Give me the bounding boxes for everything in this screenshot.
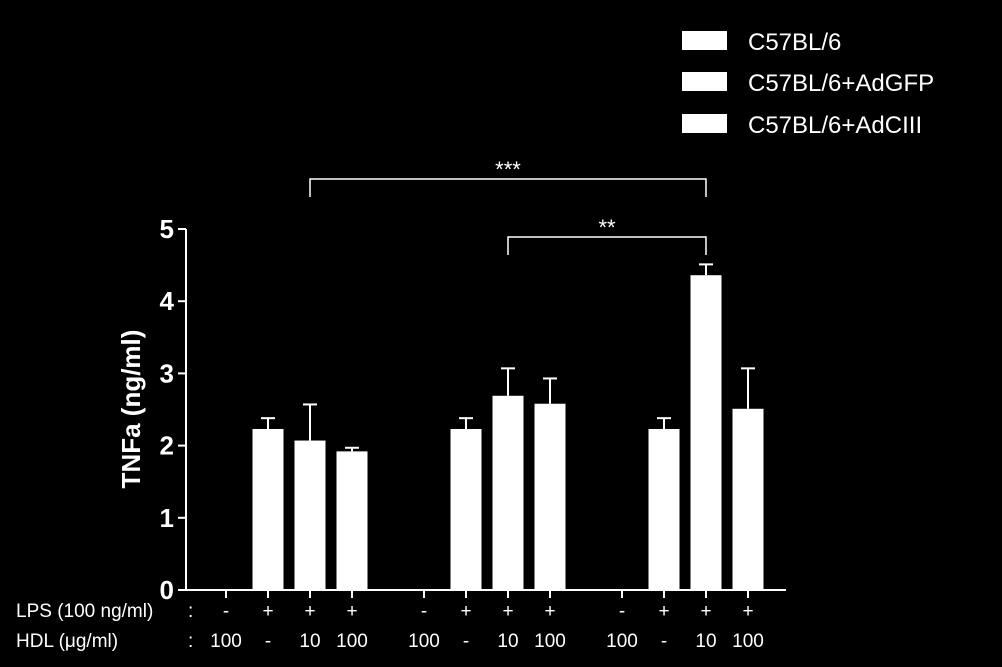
- condition-cell: +: [502, 601, 513, 622]
- bar: [690, 275, 722, 590]
- condition-cell: 10: [299, 631, 320, 652]
- bar: [648, 428, 680, 590]
- legend-label-adciii: C57BL/6+AdCIII: [748, 112, 922, 139]
- condition-cell: 100: [408, 631, 440, 652]
- bar: [534, 403, 566, 590]
- condition-cell: 100: [534, 631, 566, 652]
- significance-brackets: *****: [309, 157, 707, 255]
- condition-cell: -: [223, 601, 229, 622]
- condition-cell: -: [265, 631, 271, 652]
- legend-label-c57bl6: C57BL/6: [748, 29, 841, 56]
- condition-cell: 10: [497, 631, 518, 652]
- significance-label: ***: [495, 157, 521, 182]
- significance-bracket: [309, 178, 707, 197]
- y-tick-label: 2: [160, 431, 174, 461]
- condition-cell: +: [262, 601, 273, 622]
- condition-row-label: HDL (μg/ml): [16, 631, 118, 652]
- y-tick-label: 4: [160, 286, 175, 316]
- condition-cell: +: [346, 601, 357, 622]
- condition-cell: +: [460, 601, 471, 622]
- legend-label-adgfp: C57BL/6+AdGFP: [748, 70, 934, 97]
- condition-row-colon: :: [188, 601, 193, 622]
- condition-cell: -: [661, 631, 667, 652]
- bar: [450, 428, 482, 590]
- condition-row-colon: :: [188, 631, 193, 652]
- bar: [732, 408, 764, 590]
- bar: [252, 428, 284, 590]
- condition-cell: +: [544, 601, 555, 622]
- y-tick-label: 1: [160, 503, 174, 533]
- condition-cell: -: [421, 601, 427, 622]
- legend-swatch-c57bl6: [682, 31, 727, 50]
- bar: [492, 395, 524, 590]
- condition-cell: -: [619, 601, 625, 622]
- condition-cell: +: [742, 601, 753, 622]
- condition-cell: +: [304, 601, 315, 622]
- y-tick-label: 0: [160, 575, 174, 605]
- bar: [294, 440, 326, 590]
- condition-cell: +: [700, 601, 711, 622]
- y-tick-label: 5: [160, 214, 174, 244]
- bars: [252, 275, 764, 590]
- bar: [336, 451, 368, 590]
- condition-cell: 100: [732, 631, 764, 652]
- legend: C57BL/6 C57BL/6+AdGFP C57BL/6+AdCIII: [682, 29, 934, 139]
- condition-table: LPS (100 ng/ml): - + + + - + + + - + + + HDL (μg/ml):…: [16, 601, 764, 652]
- legend-swatch-adgfp: [682, 72, 727, 91]
- significance-bracket: [507, 236, 707, 255]
- y-axis-label: TNFa (ng/ml): [116, 330, 146, 489]
- condition-cell: 100: [606, 631, 638, 652]
- condition-cell: 100: [210, 631, 242, 652]
- condition-cell: 100: [336, 631, 368, 652]
- error-bars: [261, 263, 755, 452]
- significance-label: **: [598, 215, 616, 240]
- legend-swatch-adciii: [682, 114, 727, 133]
- condition-cell: 10: [695, 631, 716, 652]
- condition-cell: -: [463, 631, 469, 652]
- y-tick-label: 3: [160, 358, 174, 388]
- axes: 0 1 2 3 4 5: [160, 214, 786, 605]
- condition-cell: +: [658, 601, 669, 622]
- condition-row-label: LPS (100 ng/ml): [16, 601, 153, 622]
